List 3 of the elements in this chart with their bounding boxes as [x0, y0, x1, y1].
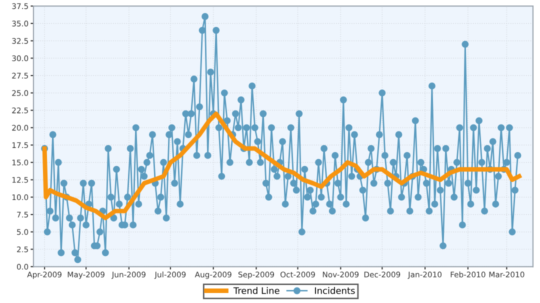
- legend-label: Trend Line: [233, 287, 280, 294]
- line-series: [42, 112, 522, 220]
- legend-label: Incidents: [315, 287, 355, 294]
